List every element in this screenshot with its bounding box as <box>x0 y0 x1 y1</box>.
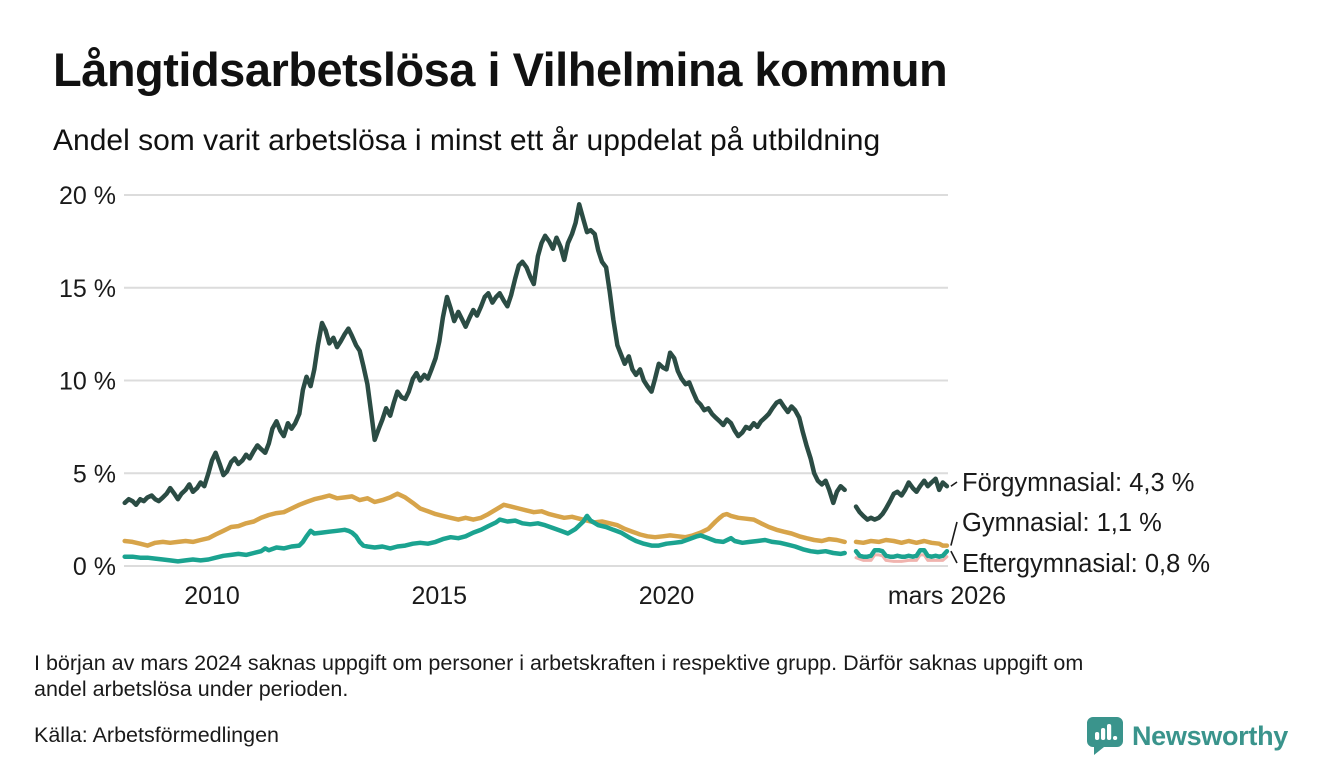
x-axis-tick-label: 2010 <box>184 582 240 610</box>
series-line-forgymnasial <box>853 476 950 522</box>
series-end-label-gymnasial: Gymnasial: 1,1 % <box>962 509 1162 537</box>
newsworthy-logo-icon <box>1086 717 1123 755</box>
y-axis-tick-label: 20 % <box>59 182 116 210</box>
y-axis-tick-label: 5 % <box>73 460 116 488</box>
chart-subtitle: Andel som varit arbetslösa i minst ett å… <box>53 124 881 157</box>
series-end-label-eftergymnasial: Eftergymnasial: 0,8 % <box>962 550 1210 578</box>
footnote-line-2: andel arbetslösa under perioden. <box>34 677 349 701</box>
y-axis-tick-label: 15 % <box>59 275 116 303</box>
label-connector-line <box>950 521 958 546</box>
label-connector-line <box>950 481 958 487</box>
series-end-label-forgymnasial: Förgymnasial: 4,3 % <box>962 469 1194 497</box>
source-credit: Källa: Arbetsförmedlingen <box>34 723 280 747</box>
x-axis-tick-label: mars 2026 <box>888 582 1006 610</box>
series-line-eftergymnasial <box>122 513 847 564</box>
newsworthy-logo[interactable]: Newsworthy <box>1086 716 1288 756</box>
page-title: Långtidsarbetslösa i Vilhelmina kommun <box>53 43 948 96</box>
x-axis-tick-label: 2020 <box>639 582 695 610</box>
newsworthy-logo-text: Newsworthy <box>1131 720 1288 751</box>
series-line-forgymnasial <box>122 202 847 508</box>
chart-footnote: I början av mars 2024 saknas uppgift om … <box>34 650 1083 702</box>
series-line-gymnasial <box>122 491 847 548</box>
label-connector-line <box>950 550 958 564</box>
x-axis-tick-label: 2015 <box>411 582 467 610</box>
series-line-unlabeled-pink <box>854 553 949 563</box>
series-line-eftergymnasial <box>853 547 950 559</box>
series-line-gymnasial <box>853 537 950 548</box>
footnote-line-1: I början av mars 2024 saknas uppgift om … <box>34 651 1084 675</box>
y-axis-tick-label: 10 % <box>59 368 116 396</box>
y-axis-tick-label: 0 % <box>73 553 116 581</box>
